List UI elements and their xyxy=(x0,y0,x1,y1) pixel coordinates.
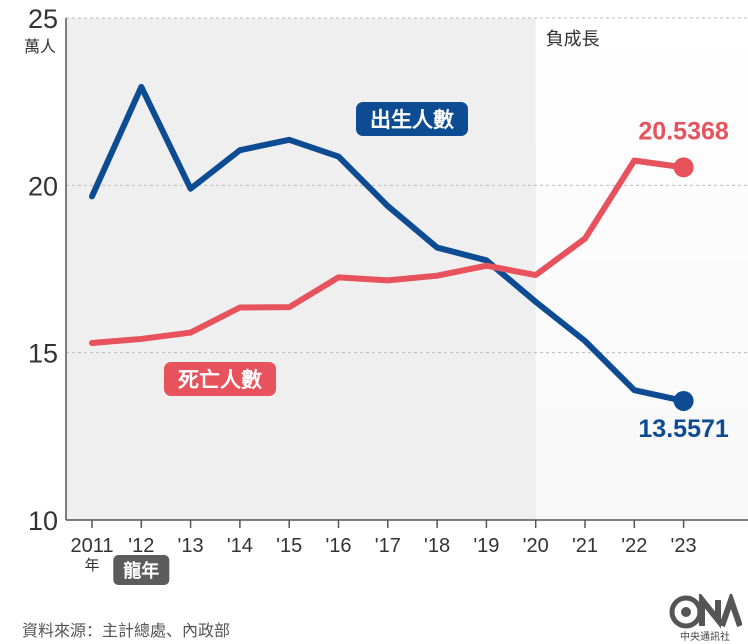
x-tick-label: '23 xyxy=(671,535,697,557)
series-end-marker xyxy=(673,390,694,411)
negative-growth-region xyxy=(535,18,748,520)
x-tick-label: '22 xyxy=(621,535,647,557)
series-line xyxy=(89,83,687,404)
series-name-label: 出生人數 xyxy=(370,108,454,132)
dragon-year-label: 龍年 xyxy=(123,560,159,582)
series-line xyxy=(89,157,687,346)
cna-logo: 中央通訊社 xyxy=(668,590,743,643)
negative-growth-label: 負成長 xyxy=(546,29,600,50)
series-end-label: 20.5368 xyxy=(638,117,728,145)
x-tick-label: '17 xyxy=(375,535,401,557)
y-tick-label: 20 xyxy=(28,171,58,201)
series-name-label: 死亡人數 xyxy=(178,368,262,392)
y-unit-label: 萬人 xyxy=(24,37,56,56)
x-tick-label: '18 xyxy=(424,535,450,557)
x-tick-label: '12 xyxy=(128,535,154,557)
x-tick-label: '20 xyxy=(523,535,549,557)
x-tick-label: '19 xyxy=(473,535,499,557)
series-end-marker xyxy=(673,157,694,178)
y-tick-label: 10 xyxy=(28,506,58,536)
x-tick-label: '21 xyxy=(572,535,598,557)
x-tick-label: '13 xyxy=(178,535,204,557)
series-name-pill xyxy=(164,362,276,396)
y-tick-label: 25 xyxy=(28,4,58,34)
x-unit-label: 年 xyxy=(84,556,99,574)
series-name-pill xyxy=(356,102,468,136)
series-end-label: 13.5571 xyxy=(638,415,728,443)
x-tick-label: '15 xyxy=(276,535,302,557)
logo-text: 中央通訊社 xyxy=(680,632,730,643)
x-tick-label: '14 xyxy=(227,535,253,557)
dragon-year-badge xyxy=(113,555,170,585)
cna-logo-icon xyxy=(669,590,743,629)
y-tick-label: 15 xyxy=(28,339,58,369)
x-tick-label: 2011 xyxy=(70,535,113,557)
source-note: 資料來源：主計總處、內政部 xyxy=(22,621,231,640)
x-tick-label: '16 xyxy=(325,535,351,557)
